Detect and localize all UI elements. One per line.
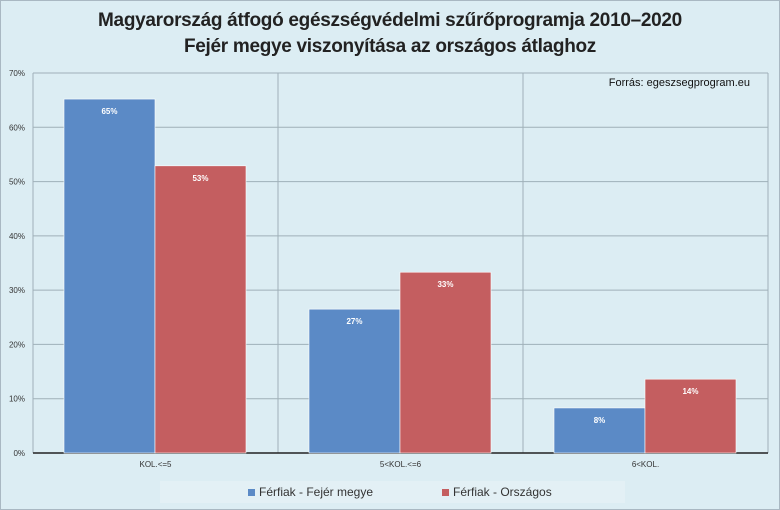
source-annotation: Forrás: egeszsegprogram.eu: [609, 77, 750, 89]
chart-subtitle: Fejér megye viszonyítása az országos átl…: [183, 36, 597, 57]
legend-label: Férfiak - Fejér megye: [259, 485, 374, 499]
bar: [154, 165, 247, 454]
y-tick-label: 20%: [9, 340, 25, 349]
y-tick-label: 10%: [9, 395, 25, 404]
legend-swatch-fejer: [248, 488, 255, 496]
y-tick-label: 40%: [9, 232, 25, 241]
legend-swatch-orszagos: [442, 488, 449, 496]
bar: [644, 378, 737, 454]
y-tick-label: 60%: [9, 123, 25, 132]
legend: Férfiak - Fejér megye Férfiak - Országos: [160, 481, 625, 503]
y-tick-label: 50%: [9, 178, 25, 187]
chart-title: Magyarország átfogó egészségvédelmi szűr…: [98, 10, 682, 31]
data-label: 8%: [594, 416, 606, 425]
data-label: 14%: [682, 387, 698, 396]
data-label: 33%: [437, 280, 453, 289]
legend-item-orszagos: Férfiak - Országos: [442, 485, 552, 499]
data-label: 65%: [101, 107, 117, 116]
legend-label: Férfiak - Országos: [453, 485, 552, 499]
y-tick-label: 30%: [9, 286, 25, 295]
bar: [399, 271, 492, 454]
bar: [63, 98, 156, 454]
x-tick-label: 6<KOL.: [632, 460, 659, 469]
data-label: 27%: [346, 317, 362, 326]
y-tick-label: 70%: [9, 69, 25, 78]
bar: [553, 407, 646, 454]
bar: [308, 308, 401, 454]
data-label: 53%: [192, 174, 208, 183]
x-tick-label: 5<KOL.<=6: [380, 460, 422, 469]
x-tick-label: KOL.<=5: [139, 460, 172, 469]
legend-item-fejer: Férfiak - Fejér megye: [248, 485, 373, 499]
y-tick-label: 0%: [13, 449, 25, 458]
